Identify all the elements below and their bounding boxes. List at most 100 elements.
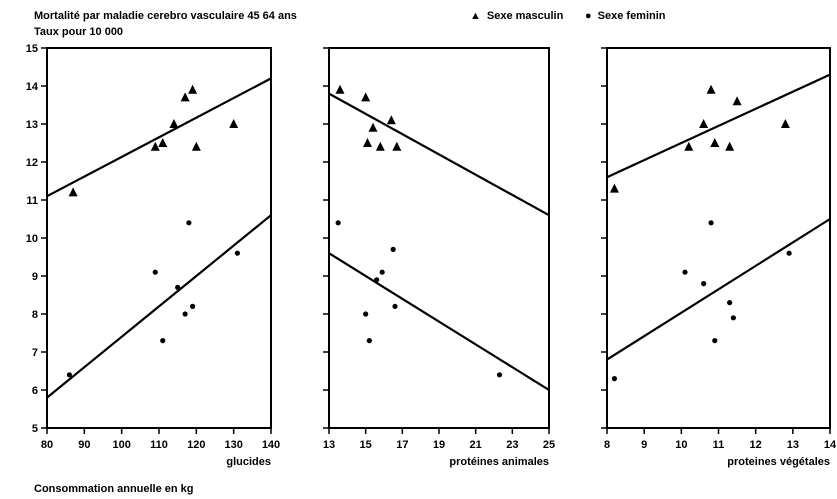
x-tick-label: 13 (323, 439, 335, 451)
y-tick-label: 14 (26, 81, 39, 93)
female-data-point (496, 372, 503, 378)
female-data-point (730, 315, 736, 321)
female-data-point (152, 269, 158, 275)
male-data-point (363, 138, 372, 147)
male-data-point (229, 119, 239, 128)
female-regression-line (328, 252, 550, 391)
y-tick-label: 9 (32, 271, 38, 283)
female-data-point (175, 284, 181, 290)
male-data-point (158, 138, 168, 147)
y-tick-label: 8 (32, 309, 38, 321)
x-tick-label: 100 (112, 439, 130, 451)
male-regression-line (328, 92, 550, 217)
female-data-point (392, 303, 398, 309)
triangle-marker-icon: ▲ (470, 10, 481, 22)
male-data-point (609, 183, 619, 193)
male-data-point (368, 122, 378, 132)
female-data-point (366, 338, 372, 344)
female-data-point (701, 281, 707, 287)
x-axis-label: protéines animales (449, 456, 549, 468)
panel-2: 13 15 17 19 21 23 25 protéines animales (323, 47, 555, 468)
female-data-point (379, 269, 385, 275)
panel-3: 8 9 10 11 12 13 14 proteines végétales (601, 47, 837, 468)
male-data-point (725, 141, 735, 151)
female-regression-line (606, 218, 831, 361)
x-tick-label: 130 (224, 439, 242, 451)
legend-female: ● Sexe feminin (585, 10, 666, 22)
male-data-point (780, 119, 790, 128)
male-data-point (335, 84, 345, 94)
female-data-point (712, 338, 718, 344)
x-tick-label: 21 (470, 439, 482, 451)
x-tick-label: 140 (262, 439, 280, 451)
x-tick-label: 8 (604, 439, 610, 451)
female-regression-line (46, 214, 272, 399)
legend-male-label: Sexe masculin (486, 10, 564, 22)
x-tick-label: 17 (396, 439, 408, 451)
female-data-point (335, 220, 341, 226)
legend-male: ▲ Sexe masculin (470, 10, 563, 22)
chart-title: Mortalité par maladie cerebro vasculaire… (34, 10, 297, 22)
male-data-point (732, 96, 742, 106)
male-data-point (180, 92, 190, 102)
male-regression-line (46, 77, 272, 198)
x-tick-label: 120 (187, 439, 205, 451)
male-data-point (188, 84, 198, 94)
x-tick-label: 19 (433, 439, 445, 451)
y-tick-label: 12 (26, 157, 38, 169)
female-data-point (363, 311, 369, 317)
male-data-point (375, 141, 385, 151)
male-data-point (392, 141, 402, 151)
x-tick-label: 110 (150, 439, 168, 451)
x-axis-footer: Consommation annuelle en kg (34, 483, 194, 495)
x-tick-label: 10 (675, 439, 687, 451)
x-axis-label: proteines végétales (727, 456, 830, 468)
male-data-point (68, 187, 78, 197)
panel-1: 80 90 100 110 120 130 140 glucides 5 6 7 8 9 10 11 12 13… (26, 43, 280, 468)
female-data-point (234, 250, 240, 256)
female-data-point (682, 269, 688, 275)
y-tick-label: 5 (32, 423, 38, 435)
female-data-point (786, 250, 792, 256)
x-tick-label: 25 (543, 439, 555, 451)
male-data-point (699, 119, 709, 128)
female-data-point (390, 246, 396, 252)
plot-frame (328, 47, 550, 429)
x-tick-label: 11 (713, 439, 725, 451)
male-regression-line (606, 73, 831, 179)
male-data-point (710, 138, 720, 147)
male-data-point (191, 141, 201, 151)
male-data-point (150, 141, 160, 151)
male-data-point (386, 115, 396, 125)
female-data-point (708, 220, 714, 226)
x-tick-label: 23 (506, 439, 518, 451)
x-tick-label: 80 (41, 439, 53, 451)
x-tick-label: 15 (360, 439, 372, 451)
y-axis-label: Taux pour 10 000 (34, 26, 124, 38)
x-tick-label: 90 (78, 439, 90, 451)
y-tick-label: 13 (26, 119, 38, 131)
x-axis-label: glucides (226, 456, 271, 468)
dot-marker-icon: ● (585, 10, 592, 22)
male-data-point (684, 141, 694, 151)
female-data-point (182, 311, 188, 317)
y-tick-label: 10 (26, 233, 38, 245)
y-tick-label: 15 (26, 43, 38, 55)
y-tick-label: 7 (32, 347, 38, 359)
male-data-point (169, 119, 179, 128)
y-tick-label: 11 (26, 195, 38, 207)
female-data-point (727, 300, 733, 306)
female-data-point (374, 277, 380, 283)
plot-frame (606, 47, 831, 429)
female-data-point (186, 220, 192, 226)
x-tick-label: 12 (750, 439, 762, 451)
female-data-point (611, 376, 618, 382)
y-tick-label: 6 (32, 385, 38, 397)
x-tick-label: 13 (787, 439, 799, 451)
x-tick-label: 9 (641, 439, 647, 451)
female-data-point (190, 303, 196, 309)
female-data-point (66, 372, 72, 378)
legend-female-label: Sexe feminin (597, 10, 666, 22)
male-data-point (361, 92, 371, 102)
